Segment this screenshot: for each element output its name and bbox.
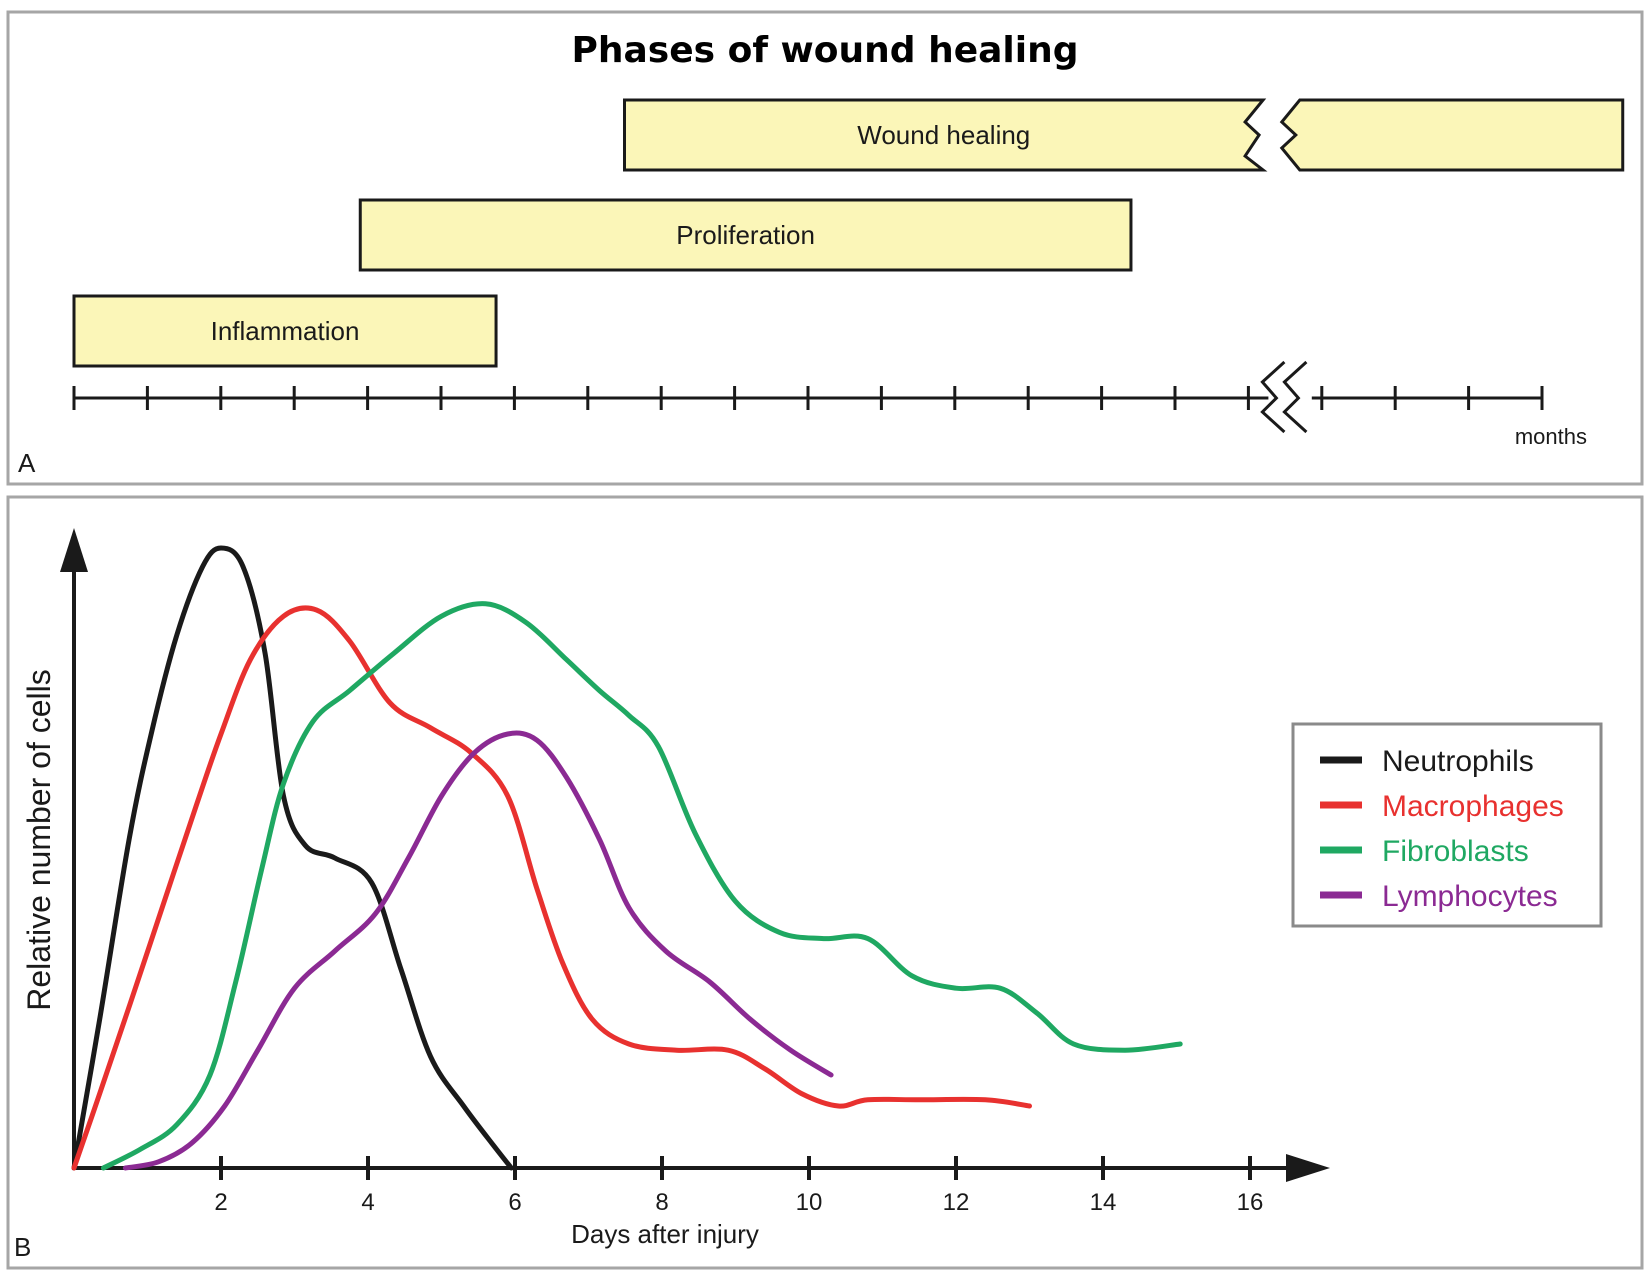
panel-a-title: Phases of wound healing [571, 30, 1078, 71]
phase-bar [358, 198, 1133, 272]
series-line-lymphocytes [122, 730, 834, 1171]
phase-bar [72, 294, 498, 368]
x-tick-label: 14 [1090, 1189, 1117, 1216]
x-tick-label: 10 [796, 1189, 823, 1216]
series-line-macrophages [71, 605, 1032, 1171]
phase-label: Inflammation [211, 316, 360, 346]
x-tick-label: 12 [943, 1189, 970, 1216]
legend-label: Fibroblasts [1382, 835, 1529, 868]
x-tick-label: 16 [1237, 1189, 1264, 1216]
series-line-neutrophils [71, 545, 514, 1171]
panel-b-frame [6, 495, 1644, 1270]
phase-label: Wound healing [857, 120, 1030, 150]
phase-bars: Wound healing Proliferation Inflammation [72, 98, 1625, 368]
x-axis-label: Days after injury [571, 1219, 759, 1249]
x-axis-arrowhead [1286, 1154, 1330, 1182]
panel-a-letter: A [18, 448, 36, 478]
legend-label: Neutrophils [1382, 745, 1534, 778]
legend-label: Lymphocytes [1382, 880, 1558, 913]
x-tick-label: 8 [655, 1189, 668, 1216]
legend-label: Macrophages [1382, 790, 1564, 823]
phase-label: Proliferation [676, 220, 815, 250]
timeline-axis [72, 360, 1544, 434]
series-line-fibroblasts [100, 601, 1183, 1171]
legend: Neutrophils Macrophages Fibroblasts Lymphoc… [1320, 745, 1564, 913]
axis-break-mark [1282, 360, 1308, 434]
panel-a-frame [6, 10, 1644, 486]
panel-b-letter: B [14, 1232, 31, 1262]
phase-bar-wound-healing-continued [1279, 98, 1625, 172]
y-axis-arrowhead [60, 528, 88, 572]
x-tick-label: 6 [508, 1189, 521, 1216]
phase-bar-wound-healing [623, 98, 1268, 172]
cell-curves [71, 545, 1183, 1171]
axis-break-mark [1260, 360, 1286, 434]
x-tick-label: 4 [361, 1189, 374, 1216]
timeline-unit-label: months [1515, 424, 1587, 449]
x-ticks: 2 4 6 8 10 12 14 16 [214, 1156, 1263, 1216]
y-axis-label: Relative number of cells [21, 669, 57, 1010]
x-tick-label: 2 [214, 1189, 227, 1216]
